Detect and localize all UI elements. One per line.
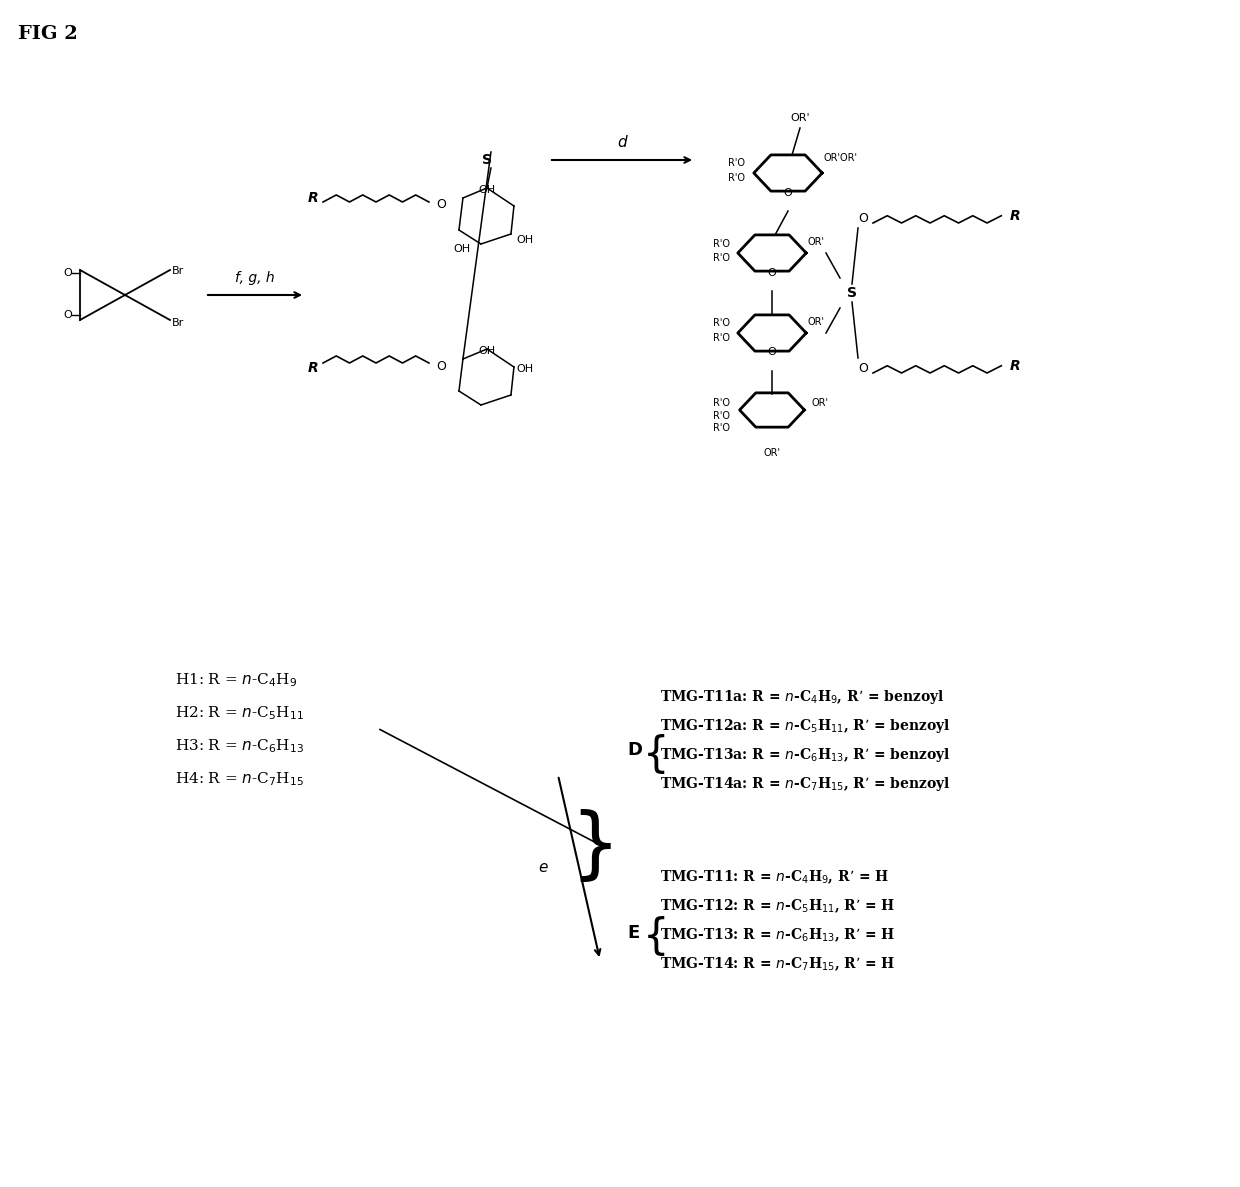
Text: O: O xyxy=(436,198,446,211)
Text: {: { xyxy=(644,916,670,958)
Text: OH: OH xyxy=(516,235,533,245)
Text: H4: R = $n$-C$_7$H$_{15}$: H4: R = $n$-C$_7$H$_{15}$ xyxy=(175,770,304,788)
Text: R: R xyxy=(1009,358,1021,373)
Text: TMG-T11: R = $n$-C$_4$H$_9$, R’ = H: TMG-T11: R = $n$-C$_4$H$_9$, R’ = H xyxy=(660,868,889,886)
Text: R: R xyxy=(308,361,319,375)
Text: D: D xyxy=(627,741,642,758)
Text: FIG 2: FIG 2 xyxy=(19,25,78,43)
Text: R'O: R'O xyxy=(713,398,730,408)
Text: H3: R = $n$-C$_6$H$_{13}$: H3: R = $n$-C$_6$H$_{13}$ xyxy=(175,737,304,755)
Text: OH: OH xyxy=(516,364,533,374)
Text: O: O xyxy=(63,268,72,278)
Text: S: S xyxy=(482,153,492,167)
Text: OR': OR' xyxy=(764,447,780,458)
Text: E: E xyxy=(627,923,640,941)
Text: TMG-T12: R = $n$-C$_5$H$_{11}$, R’ = H: TMG-T12: R = $n$-C$_5$H$_{11}$, R’ = H xyxy=(660,897,895,915)
Text: R'O: R'O xyxy=(728,158,745,169)
Text: f, g, h: f, g, h xyxy=(236,271,275,285)
Text: O: O xyxy=(436,360,446,373)
Text: O: O xyxy=(784,188,792,198)
Text: TMG-T12a: R = $n$-C$_5$H$_{11}$, R’ = benzoyl: TMG-T12a: R = $n$-C$_5$H$_{11}$, R’ = be… xyxy=(660,717,951,735)
Text: R'O: R'O xyxy=(713,423,730,433)
Text: O: O xyxy=(858,362,868,375)
Text: OH: OH xyxy=(454,245,470,254)
Text: R'O: R'O xyxy=(728,173,745,183)
Text: OR': OR' xyxy=(808,237,825,247)
Text: R'O: R'O xyxy=(713,411,730,421)
Text: d: d xyxy=(618,135,626,150)
Text: R'O: R'O xyxy=(713,318,730,328)
Text: TMG-T14: R = $n$-C$_7$H$_{15}$, R’ = H: TMG-T14: R = $n$-C$_7$H$_{15}$, R’ = H xyxy=(660,956,895,973)
Text: O: O xyxy=(858,211,868,224)
Text: O: O xyxy=(63,310,72,320)
Text: OR'OR': OR'OR' xyxy=(825,153,858,163)
Text: S: S xyxy=(847,286,857,300)
Text: H2: R = $n$-C$_5$H$_{11}$: H2: R = $n$-C$_5$H$_{11}$ xyxy=(175,704,304,722)
Text: Br: Br xyxy=(172,266,185,277)
Text: TMG-T13: R = $n$-C$_6$H$_{13}$, R’ = H: TMG-T13: R = $n$-C$_6$H$_{13}$, R’ = H xyxy=(660,926,895,944)
Text: OH: OH xyxy=(479,185,496,195)
Text: e: e xyxy=(538,861,548,876)
Text: Br: Br xyxy=(172,318,185,328)
Text: OR': OR' xyxy=(790,113,810,123)
Text: TMG-T11a: R = $n$-C$_4$H$_9$, R’ = benzoyl: TMG-T11a: R = $n$-C$_4$H$_9$, R’ = benzo… xyxy=(660,688,945,706)
Text: R'O: R'O xyxy=(713,253,730,264)
Text: O: O xyxy=(768,268,776,278)
Text: R'O: R'O xyxy=(713,334,730,343)
Text: R'O: R'O xyxy=(713,239,730,249)
Text: {: { xyxy=(644,734,670,776)
Text: O: O xyxy=(768,347,776,357)
Text: R: R xyxy=(1009,209,1021,223)
Text: R: R xyxy=(308,191,319,205)
Text: H1: R = $n$-C$_4$H$_9$: H1: R = $n$-C$_4$H$_9$ xyxy=(175,671,298,688)
Text: }: } xyxy=(570,810,620,886)
Text: TMG-T13a: R = $n$-C$_6$H$_{13}$, R’ = benzoyl: TMG-T13a: R = $n$-C$_6$H$_{13}$, R’ = be… xyxy=(660,745,951,764)
Text: OH: OH xyxy=(479,345,496,356)
Text: OR': OR' xyxy=(812,398,830,408)
Text: OR': OR' xyxy=(808,317,825,326)
Text: TMG-T14a: R = $n$-C$_7$H$_{15}$, R’ = benzoyl: TMG-T14a: R = $n$-C$_7$H$_{15}$, R’ = be… xyxy=(660,775,951,793)
